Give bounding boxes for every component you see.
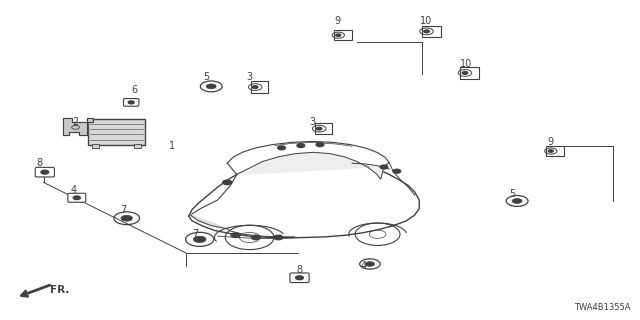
Circle shape xyxy=(393,169,401,173)
Polygon shape xyxy=(189,214,227,229)
Polygon shape xyxy=(63,118,93,135)
Circle shape xyxy=(380,165,388,169)
Text: TWA4B1355A: TWA4B1355A xyxy=(574,303,630,312)
Text: 1: 1 xyxy=(168,140,175,151)
Circle shape xyxy=(296,276,303,280)
Text: 9: 9 xyxy=(335,16,341,26)
Text: 7: 7 xyxy=(192,228,198,239)
Circle shape xyxy=(336,34,340,36)
Text: FR.: FR. xyxy=(50,285,69,295)
Circle shape xyxy=(512,198,522,204)
Bar xyxy=(134,144,141,148)
Bar xyxy=(460,67,479,78)
Polygon shape xyxy=(237,152,384,179)
FancyBboxPatch shape xyxy=(124,99,139,106)
Text: 2: 2 xyxy=(72,116,79,127)
Text: 10: 10 xyxy=(460,59,472,69)
Bar xyxy=(422,26,441,37)
Text: 5: 5 xyxy=(509,188,515,199)
Circle shape xyxy=(121,215,132,221)
Text: 6: 6 xyxy=(131,84,138,95)
Circle shape xyxy=(462,72,468,74)
FancyBboxPatch shape xyxy=(68,193,86,202)
Text: 3: 3 xyxy=(246,72,253,82)
Circle shape xyxy=(424,30,429,33)
Circle shape xyxy=(365,262,374,266)
Text: 8: 8 xyxy=(36,158,43,168)
Circle shape xyxy=(317,127,322,130)
Text: 4: 4 xyxy=(70,185,77,196)
Circle shape xyxy=(206,84,216,89)
Text: 8: 8 xyxy=(296,265,303,276)
Circle shape xyxy=(253,86,258,88)
Circle shape xyxy=(223,180,232,185)
Circle shape xyxy=(231,233,240,237)
Bar xyxy=(315,123,332,134)
Circle shape xyxy=(297,144,305,148)
Text: 10: 10 xyxy=(419,16,432,26)
Bar xyxy=(251,81,268,92)
FancyBboxPatch shape xyxy=(35,167,54,177)
Bar xyxy=(334,30,352,40)
Bar xyxy=(88,119,145,145)
Circle shape xyxy=(316,143,324,147)
Text: 7: 7 xyxy=(120,204,126,215)
Text: 5: 5 xyxy=(203,72,209,82)
Text: 4: 4 xyxy=(360,260,367,271)
Bar xyxy=(92,144,99,148)
Bar xyxy=(547,146,564,156)
Circle shape xyxy=(252,235,260,240)
Text: 9: 9 xyxy=(547,137,554,148)
Circle shape xyxy=(278,146,285,150)
Circle shape xyxy=(41,170,49,174)
FancyBboxPatch shape xyxy=(290,273,309,283)
Circle shape xyxy=(128,101,134,104)
Circle shape xyxy=(548,150,553,152)
Text: 3: 3 xyxy=(309,116,316,127)
Circle shape xyxy=(193,236,206,243)
Polygon shape xyxy=(189,161,419,238)
Circle shape xyxy=(274,235,283,240)
Circle shape xyxy=(73,196,81,200)
